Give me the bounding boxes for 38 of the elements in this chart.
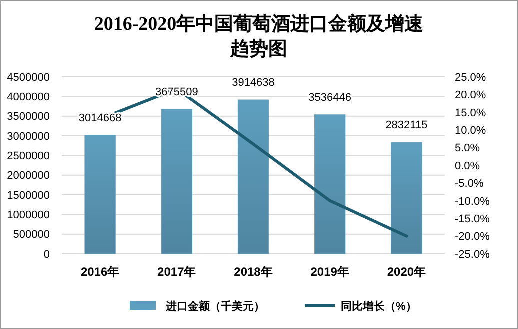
x-tick-label: 2019年 bbox=[310, 265, 350, 279]
y-tick-label: 2500000 bbox=[7, 150, 50, 163]
y2-tick-label: -10.0% bbox=[455, 196, 490, 208]
data-label: 3536446 bbox=[308, 92, 352, 104]
data-label: 2832115 bbox=[386, 120, 428, 132]
y2-tick-label: 5.0% bbox=[455, 142, 480, 155]
y2-tick-label: 15.0% bbox=[455, 107, 486, 120]
y-tick-label: 1500000 bbox=[7, 190, 50, 202]
y-tick-label: 4000000 bbox=[7, 92, 50, 104]
bar bbox=[161, 109, 192, 254]
y2-tick-label: 10.0% bbox=[455, 124, 486, 137]
y-tick-label: 0 bbox=[44, 248, 50, 261]
chart-title: 2016-2020年中国葡萄酒进口金额及增速趋势图 bbox=[94, 13, 424, 60]
y2-tick-label: 20.0% bbox=[455, 90, 486, 102]
y-tick-label: 2000000 bbox=[7, 170, 50, 182]
legend-label: 进口金额（千美元） bbox=[165, 300, 265, 313]
y2-tick-label: -5.0% bbox=[455, 178, 484, 190]
x-tick-label: 2018年 bbox=[234, 265, 273, 279]
y-tick-label: 3000000 bbox=[7, 130, 50, 143]
y2-tick-label: 0.0% bbox=[455, 160, 480, 172]
y-tick-label: 500000 bbox=[13, 229, 50, 242]
y2-tick-label: -20.0% bbox=[455, 231, 490, 244]
legend-label: 同比增长（%） bbox=[341, 300, 417, 313]
bar bbox=[238, 100, 270, 254]
x-tick-label: 2017年 bbox=[158, 265, 196, 279]
y-tick-label: 1000000 bbox=[7, 210, 50, 222]
y-tick-label: 3500000 bbox=[7, 111, 50, 124]
bar bbox=[391, 142, 422, 254]
x-tick-label: 2020年 bbox=[387, 265, 426, 279]
y2-tick-label: 25.0% bbox=[455, 72, 486, 84]
data-label: 3914638 bbox=[232, 77, 275, 90]
bar bbox=[314, 114, 346, 254]
y2-tick-label: -15.0% bbox=[455, 213, 490, 226]
y2-tick-label: -25.0% bbox=[455, 248, 490, 261]
x-tick-label: 2016年 bbox=[80, 265, 120, 279]
bar bbox=[84, 135, 116, 254]
y-tick-label: 4500000 bbox=[7, 72, 50, 84]
data-label: 3014668 bbox=[78, 112, 122, 124]
